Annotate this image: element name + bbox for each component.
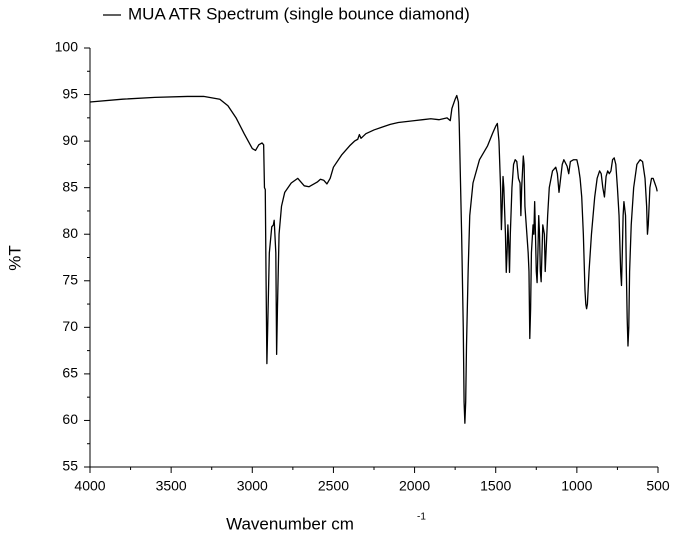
y-tick-label: 75 bbox=[62, 271, 78, 287]
y-tick-label: 85 bbox=[62, 178, 78, 194]
x-tick-label: 3000 bbox=[237, 478, 268, 494]
y-tick-label: 95 bbox=[62, 85, 78, 101]
x-tick-label: 1500 bbox=[480, 478, 511, 494]
x-tick-label: 3500 bbox=[156, 478, 187, 494]
y-tick-label: 55 bbox=[62, 458, 78, 474]
y-tick-label: 100 bbox=[55, 39, 79, 55]
y-tick-label: 80 bbox=[62, 225, 78, 241]
y-tick-label: 90 bbox=[62, 132, 78, 148]
y-axis-label: %T bbox=[5, 245, 24, 271]
x-tick-label: 2500 bbox=[318, 478, 349, 494]
x-tick-label: 500 bbox=[646, 478, 670, 494]
spectrum-line bbox=[89, 94, 658, 424]
y-tick-label: 65 bbox=[62, 365, 78, 381]
x-axis-label: Wavenumber cm bbox=[226, 514, 354, 533]
y-tick-label: 60 bbox=[62, 411, 78, 427]
x-axis-label-superscript: -1 bbox=[417, 512, 426, 523]
y-tick-label: 70 bbox=[62, 318, 78, 334]
legend-label: MUA ATR Spectrum (single bounce diamond) bbox=[128, 4, 470, 23]
x-tick-label: 1000 bbox=[561, 478, 592, 494]
x-tick-label: 4000 bbox=[74, 478, 105, 494]
x-tick-label: 2000 bbox=[399, 478, 430, 494]
